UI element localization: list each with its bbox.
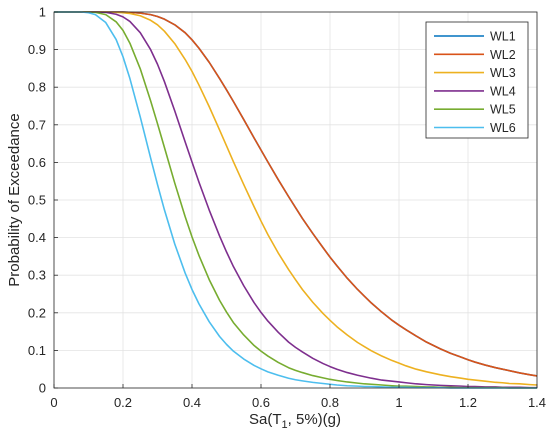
y-axis-label: Probability of Exceedance bbox=[6, 113, 23, 286]
legend-label-wl5: WL5 bbox=[490, 103, 516, 117]
x-tick-label: 1.2 bbox=[459, 395, 477, 410]
x-axis-label-subscript: 1 bbox=[282, 419, 288, 431]
y-tick-label: 1 bbox=[39, 5, 46, 20]
legend-box bbox=[425, 21, 529, 139]
series-line-wl2 bbox=[54, 11, 538, 377]
y-tick-label: 0.9 bbox=[28, 42, 46, 57]
series-lines bbox=[54, 11, 538, 389]
x-tick-label: 0 bbox=[50, 395, 57, 410]
x-tick-label: 0.8 bbox=[321, 395, 339, 410]
x-tick-label: 0.2 bbox=[114, 395, 132, 410]
legend-label-wl1: WL1 bbox=[490, 30, 516, 44]
y-tick-label: 0.3 bbox=[28, 268, 46, 283]
x-axis-label: Sa(T1, 5%)(g) bbox=[249, 411, 341, 431]
y-tick-label: 0.6 bbox=[28, 155, 46, 170]
x-axis-ticks: 0 0.2 0.4 0.6 0.8 1 1.2 1.4 bbox=[50, 384, 546, 410]
x-tick-label: 0.4 bbox=[183, 395, 201, 410]
x-tick-label: 1 bbox=[395, 395, 402, 410]
series-line-wl4 bbox=[54, 11, 537, 389]
y-tick-label: 0.5 bbox=[28, 193, 46, 208]
x-tick-label: 0.6 bbox=[252, 395, 270, 410]
y-tick-label: 0.1 bbox=[28, 343, 46, 358]
legend-label-wl2: WL2 bbox=[490, 48, 516, 62]
y-tick-label: 0 bbox=[39, 381, 46, 396]
legend-label-wl3: WL3 bbox=[490, 66, 516, 80]
y-tick-label: 0.4 bbox=[28, 230, 46, 245]
x-tick-label: 1.4 bbox=[528, 395, 546, 410]
legend-label-wl4: WL4 bbox=[490, 84, 516, 98]
y-axis-ticks: 0 0.1 0.2 0.3 0.4 0.5 0.6 0.7 0.8 0.9 1 bbox=[28, 5, 58, 396]
y-tick-label: 0.7 bbox=[28, 117, 46, 132]
series-line-wl3 bbox=[54, 11, 538, 386]
legend: WL1 WL2 WL3 WL4 WL5 WL6 bbox=[425, 21, 529, 139]
y-tick-label: 0.2 bbox=[28, 305, 46, 320]
y-tick-label: 0.8 bbox=[28, 80, 46, 95]
legend-label-wl6: WL6 bbox=[490, 121, 516, 135]
